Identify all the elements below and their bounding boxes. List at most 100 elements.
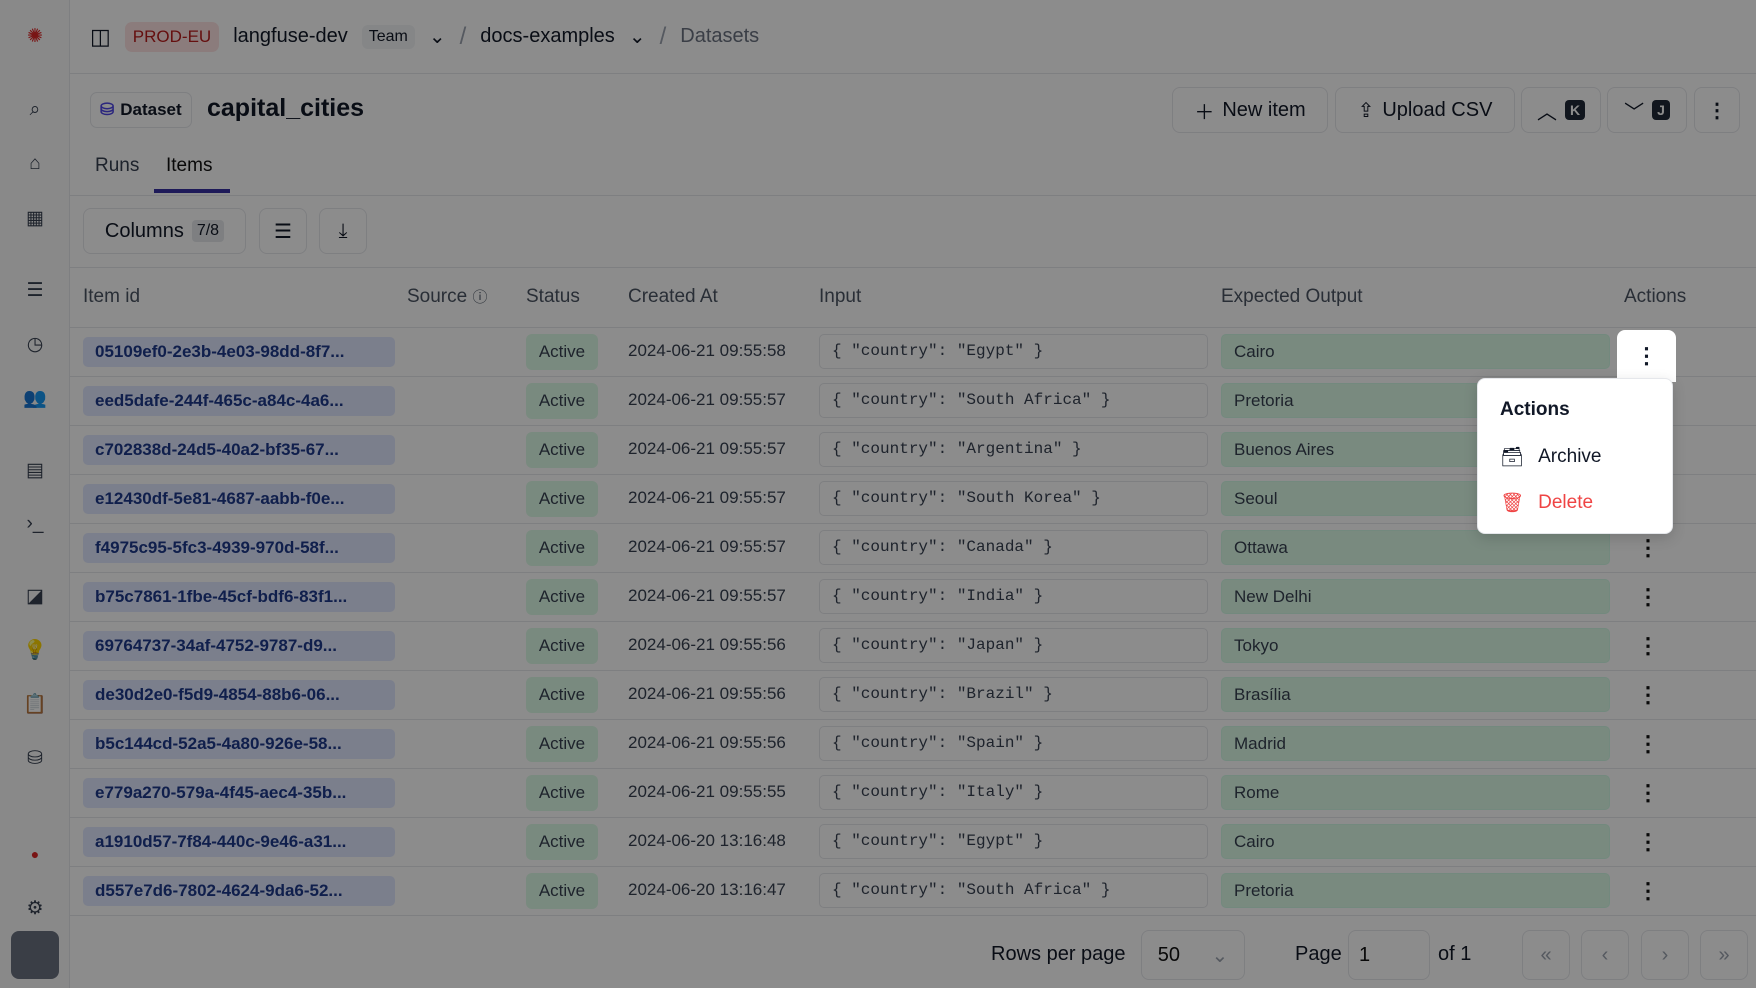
- row-actions-button[interactable]: ⋮: [1637, 878, 1659, 903]
- item-id-link[interactable]: b5c144cd-52a5-4a80-926e-58...: [83, 729, 395, 759]
- scores-icon[interactable]: ◪: [26, 585, 44, 607]
- table-row[interactable]: c702838d-24d5-40a2-bf35-67... Active 202…: [70, 426, 1756, 475]
- page-input[interactable]: 1: [1348, 930, 1430, 980]
- row-actions-button[interactable]: ⋮: [1637, 682, 1659, 707]
- created-at: 2024-06-21 09:55:58: [628, 341, 786, 360]
- row-actions-button[interactable]: ⋮: [1637, 633, 1659, 658]
- expected-output-cell: Madrid: [1221, 726, 1610, 761]
- tab-runs[interactable]: Runs: [95, 155, 140, 176]
- tab-items[interactable]: Items: [166, 155, 213, 176]
- item-id-link[interactable]: c702838d-24d5-40a2-bf35-67...: [83, 435, 395, 465]
- lightbulb-icon[interactable]: 💡: [23, 640, 47, 661]
- created-at: 2024-06-21 09:55:57: [628, 537, 786, 556]
- item-id-link[interactable]: f4975c95-5fc3-4939-970d-58f...: [83, 533, 395, 563]
- previous-item-button[interactable]: ︿ K: [1521, 87, 1601, 133]
- rows-per-page-select[interactable]: 50 ⌄: [1141, 930, 1245, 980]
- item-id-link[interactable]: b75c7861-1fbe-45cf-bdf6-83f1...: [83, 582, 395, 612]
- header-created-at[interactable]: Created At: [628, 286, 718, 307]
- page-label: Page: [1295, 943, 1342, 965]
- download-button[interactable]: ⤓: [319, 208, 367, 254]
- table-row[interactable]: b5c144cd-52a5-4a80-926e-58... Active 202…: [70, 720, 1756, 769]
- home-icon[interactable]: ⌂: [29, 153, 41, 174]
- page-title: capital_cities: [207, 94, 365, 122]
- header-expected-output[interactable]: Expected Output: [1221, 286, 1363, 307]
- info-icon[interactable]: ⓘ: [472, 289, 488, 306]
- rows-per-page-label: Rows per page: [991, 943, 1126, 965]
- org-name[interactable]: langfuse-dev: [233, 25, 348, 47]
- upload-csv-button[interactable]: ⇪ Upload CSV: [1335, 87, 1515, 133]
- created-at: 2024-06-21 09:55:56: [628, 635, 786, 654]
- avatar[interactable]: [11, 931, 59, 979]
- row-actions-button[interactable]: ⋮: [1637, 731, 1659, 756]
- expected-output-cell: Cairo: [1221, 824, 1610, 859]
- previous-page-button[interactable]: ‹: [1581, 930, 1629, 980]
- traces-icon[interactable]: ☰: [26, 279, 44, 301]
- expected-output-cell: Tokyo: [1221, 628, 1610, 663]
- columns-label: Columns: [104, 219, 184, 242]
- row-actions-button[interactable]: ⋮: [1637, 780, 1659, 805]
- new-item-button[interactable]: ＋ New item: [1172, 87, 1328, 133]
- terminal-icon[interactable]: ›_: [26, 513, 44, 534]
- next-item-button[interactable]: ﹀ J: [1607, 87, 1687, 133]
- row-actions-button[interactable]: ⋮: [1637, 535, 1659, 560]
- project-name[interactable]: docs-examples: [480, 25, 615, 47]
- archive-icon: 🗃: [1500, 447, 1525, 468]
- table-row[interactable]: 69764737-34af-4752-9787-d9... Active 202…: [70, 622, 1756, 671]
- created-at: 2024-06-21 09:55:57: [628, 439, 786, 458]
- datasets-database-icon[interactable]: ⛁: [27, 747, 43, 769]
- item-id-link[interactable]: d557e7d6-7802-4624-9da6-52...: [83, 876, 395, 906]
- expected-output-cell: Cairo: [1221, 334, 1610, 369]
- status-badge: Active: [526, 530, 598, 566]
- table-row[interactable]: a1910d57-7f84-440c-9e46-a31... Active 20…: [70, 818, 1756, 867]
- sidebar-toggle-icon[interactable]: ◫: [90, 23, 111, 49]
- search-icon[interactable]: ⌕: [29, 99, 41, 120]
- project-chevron-down-icon[interactable]: ⌄: [628, 26, 646, 48]
- item-id-link[interactable]: 69764737-34af-4752-9787-d9...: [83, 631, 395, 661]
- users-icon[interactable]: 👥: [23, 388, 47, 409]
- item-id-link[interactable]: eed5dafe-244f-465c-a84c-4a6...: [83, 386, 395, 416]
- table-row[interactable]: b75c7861-1fbe-45cf-bdf6-83f1... Active 2…: [70, 573, 1756, 622]
- settings-gear-icon[interactable]: ⚙: [26, 897, 44, 919]
- clock-icon[interactable]: ◷: [26, 333, 44, 355]
- status-badge: Active: [526, 628, 598, 664]
- annotation-clipboard-icon[interactable]: 📋: [23, 694, 47, 715]
- dashboard-icon[interactable]: ▦: [26, 207, 44, 229]
- table-row[interactable]: f4975c95-5fc3-4939-970d-58f... Active 20…: [70, 524, 1756, 573]
- header-source[interactable]: Source ⓘ: [407, 286, 488, 308]
- item-id-link[interactable]: de30d2e0-f5d9-4854-88b6-06...: [83, 680, 395, 710]
- database-icon: ⛁: [100, 100, 115, 119]
- item-id-link[interactable]: 05109ef0-2e3b-4e03-98dd-8f7...: [83, 337, 395, 367]
- item-id-link[interactable]: e779a270-579a-4f45-aec4-35b...: [83, 778, 395, 808]
- row-actions-button[interactable]: ⋮: [1637, 829, 1659, 854]
- table-row[interactable]: d557e7d6-7802-4624-9da6-52... Active 202…: [70, 867, 1756, 916]
- table-row[interactable]: e779a270-579a-4f45-aec4-35b... Active 20…: [70, 769, 1756, 818]
- row-actions-trigger-active[interactable]: ⋮: [1617, 330, 1676, 382]
- columns-button[interactable]: Columns 7/8: [83, 208, 246, 254]
- header-status[interactable]: Status: [526, 286, 580, 307]
- next-page-button[interactable]: ›: [1641, 930, 1689, 980]
- org-chevron-down-icon[interactable]: ⌄: [428, 26, 446, 48]
- table-row[interactable]: 05109ef0-2e3b-4e03-98dd-8f7... Active 20…: [70, 328, 1756, 377]
- breadcrumb-datasets[interactable]: Datasets: [680, 25, 760, 47]
- row-height-button[interactable]: ☰: [259, 208, 307, 254]
- status-badge: Active: [526, 432, 598, 468]
- item-id-link[interactable]: a1910d57-7f84-440c-9e46-a31...: [83, 827, 395, 857]
- more-options-button[interactable]: ⋮: [1694, 87, 1740, 133]
- item-id-link[interactable]: e12430df-5e81-4687-aabb-f0e...: [83, 484, 395, 514]
- prompt-file-icon[interactable]: ▤: [26, 459, 44, 481]
- menu-item-archive[interactable]: 🗃 Archive: [1500, 445, 1601, 469]
- row-actions-button[interactable]: ⋮: [1637, 584, 1659, 609]
- shortcut-key: J: [1652, 100, 1670, 120]
- expected-output-cell: Ottawa: [1221, 530, 1610, 565]
- table-row[interactable]: e12430df-5e81-4687-aabb-f0e... Active 20…: [70, 475, 1756, 524]
- input-cell: { "country": "South Africa" }: [819, 383, 1208, 418]
- actions-dropdown-menu: Actions 🗃 Archive 🗑 Delete: [1477, 378, 1673, 534]
- last-page-button[interactable]: »: [1700, 930, 1748, 980]
- menu-item-delete[interactable]: 🗑 Delete: [1500, 491, 1593, 515]
- header-input[interactable]: Input: [819, 286, 862, 307]
- header-item-id[interactable]: Item id: [83, 286, 141, 307]
- table-row[interactable]: de30d2e0-f5d9-4854-88b6-06... Active 202…: [70, 671, 1756, 720]
- first-page-button[interactable]: «: [1522, 930, 1570, 980]
- langfuse-logo-icon[interactable]: ✺: [27, 25, 43, 47]
